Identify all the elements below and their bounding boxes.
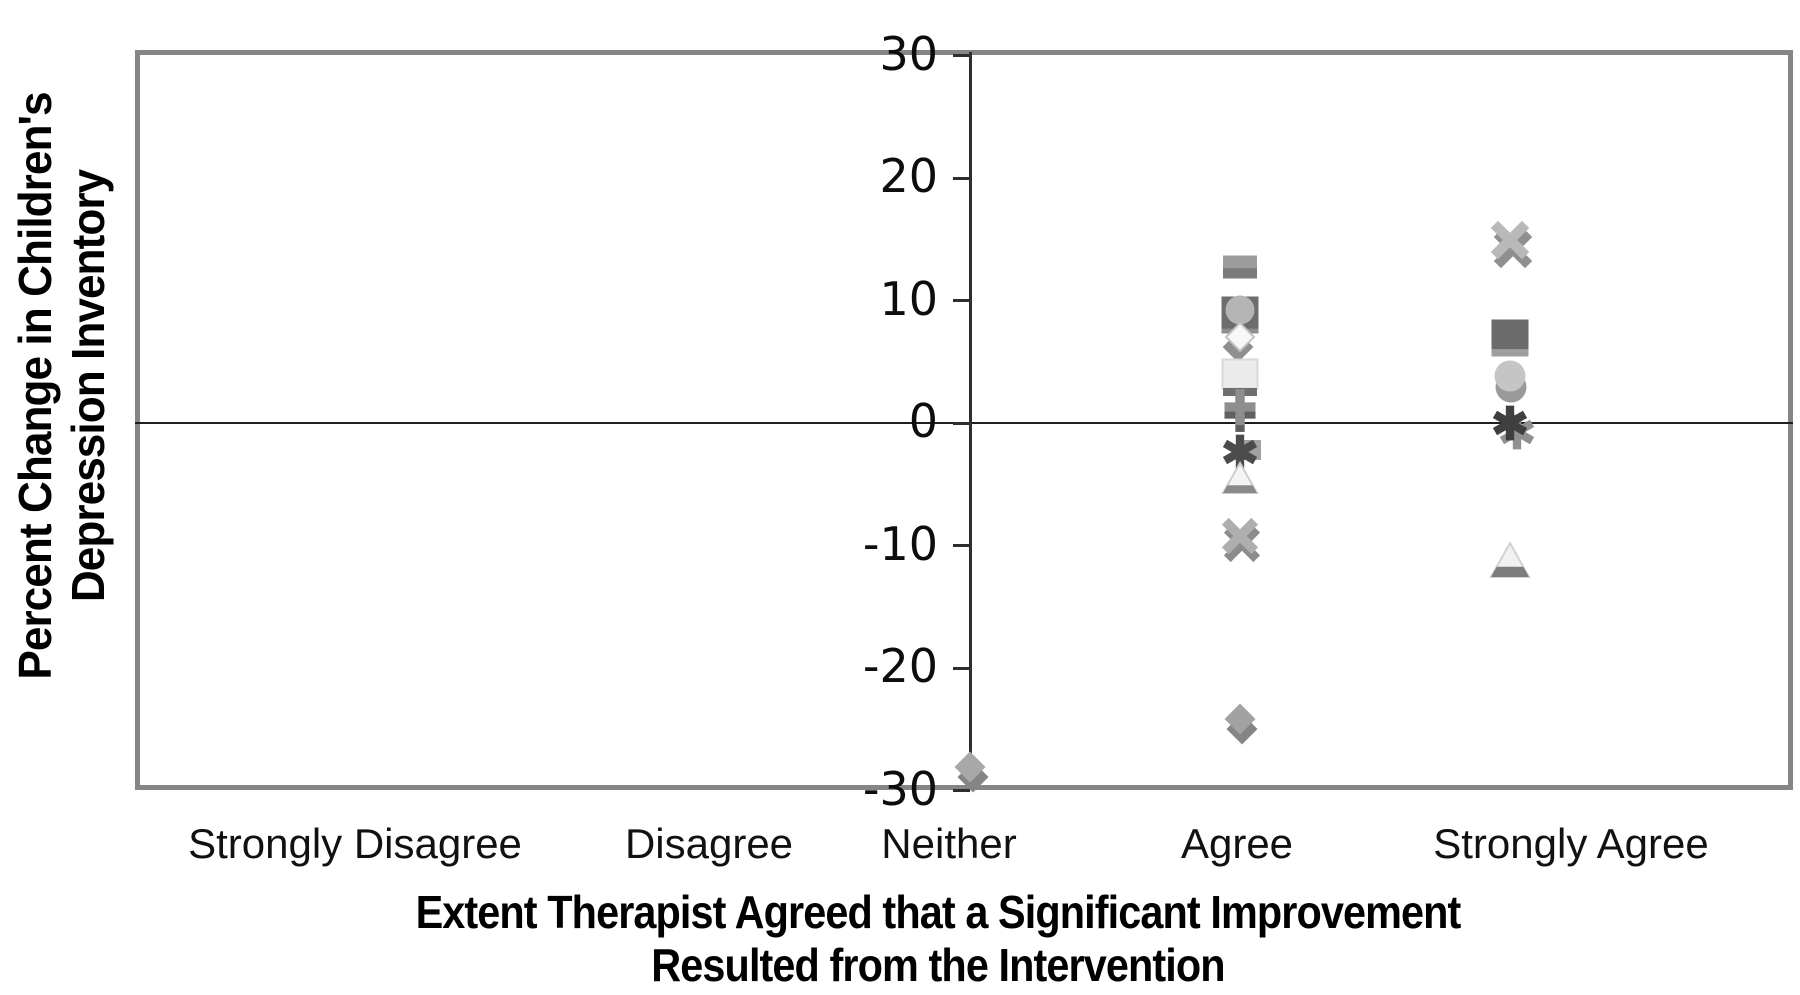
y-tick-label: -30 [862, 761, 938, 816]
data-point-asterisk [1492, 405, 1528, 441]
y-tick-mark [953, 421, 970, 425]
data-point-square [1221, 358, 1259, 390]
y-tick-mark [953, 299, 970, 302]
y-tick-mark [953, 544, 970, 547]
y-tick-mark [953, 54, 970, 57]
y-axis-title: Percent Change in Children's Depression … [9, 38, 121, 733]
x-category-label: Neither [881, 820, 1017, 867]
y-tick-label: 0 [908, 393, 938, 448]
y-tick-label: 10 [879, 271, 938, 326]
x-axis-title: Extent Therapist Agreed that a Significa… [173, 886, 1703, 993]
data-point-triangle [1489, 541, 1531, 579]
x-category-label: Disagree [624, 820, 794, 867]
data-point-circle [1494, 360, 1526, 392]
y-tick-label: 30 [879, 26, 938, 81]
data-point-square [1223, 255, 1257, 279]
data-point-square [1491, 319, 1529, 357]
data-point-diamond [1224, 321, 1256, 353]
data-point-triangle [1221, 461, 1259, 495]
data-point-x [1490, 221, 1530, 260]
data-point-x [1221, 517, 1259, 554]
y-tick-mark [953, 789, 970, 792]
data-point-plus [1224, 389, 1256, 426]
x-category-label: Strongly Agree [1433, 820, 1709, 867]
y-tick-label: 20 [879, 148, 938, 203]
y-axis-title-line1: Percent Change in Children's [9, 92, 61, 680]
data-point-circle [1225, 295, 1255, 325]
x-axis-title-line1: Extent Therapist Agreed that a Significa… [415, 886, 1462, 938]
data-point-diamond [1224, 703, 1256, 735]
data-point-diamond [954, 751, 986, 783]
y-tick-label: -20 [862, 638, 938, 693]
y-tick-mark [953, 666, 970, 670]
plot-area-border [135, 50, 1793, 790]
data-point-asterisk [1222, 435, 1258, 470]
y-axis-title-line2: Depression Inventory [61, 169, 114, 603]
category-axis-line [969, 52, 972, 788]
x-axis-title-line2: Resulted from the Intervention [651, 939, 1225, 992]
y-tick-label: -10 [862, 516, 938, 571]
y-tick-mark [953, 176, 970, 180]
x-category-label: Agree [1180, 820, 1294, 867]
x-category-label: Strongly Disagree [188, 820, 522, 867]
